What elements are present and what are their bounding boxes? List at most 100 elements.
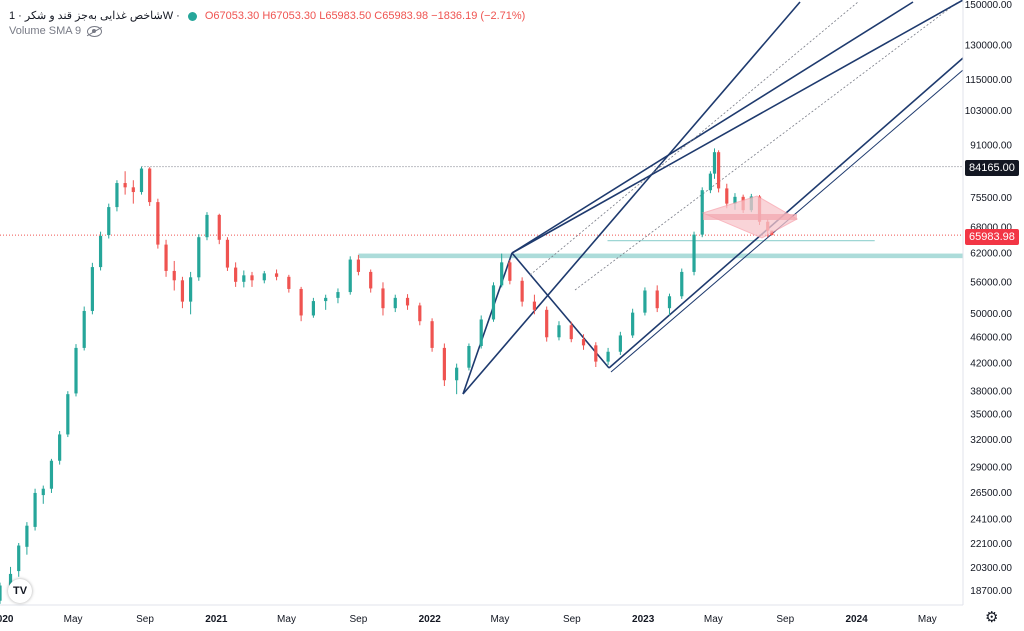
- candle-50: [491, 282, 496, 322]
- y-tick-label-19: 20300.00: [970, 563, 1012, 574]
- candle-12: [98, 231, 103, 271]
- candle-26: [217, 213, 221, 245]
- candle-22: [180, 276, 185, 309]
- candle-body-28: [234, 267, 238, 282]
- candle-body-4: [33, 492, 37, 527]
- candle-55: [545, 306, 549, 342]
- candle-body-27: [225, 239, 230, 268]
- candle-body-57: [569, 325, 573, 340]
- indicator-label: Volume SMA 9: [9, 25, 82, 37]
- candle-63: [643, 287, 647, 316]
- y-tick-label-18: 22100.00: [970, 539, 1012, 550]
- high-value: H67053.30: [262, 10, 317, 22]
- eye-icon[interactable]: [87, 25, 103, 37]
- candle-body-23: [189, 277, 193, 302]
- tradingview-logo[interactable]: TV: [8, 579, 32, 603]
- candle-body-72: [725, 188, 729, 204]
- candle-70: [712, 148, 717, 179]
- price-axis: [963, 0, 1024, 631]
- x-tick-label-1: May: [64, 614, 83, 625]
- candle-body-37: [336, 292, 340, 298]
- y-tick-label-7: 62000.00: [970, 249, 1012, 260]
- candle-60: [606, 347, 610, 365]
- time-axis: [0, 605, 1024, 631]
- candle-body-55: [545, 309, 549, 338]
- candle-38: [348, 256, 352, 295]
- candle-25: [205, 212, 209, 241]
- indicator-legend[interactable]: Volume SMA 9: [9, 25, 103, 37]
- x-tick-label-10: May: [704, 614, 723, 625]
- candle-body-15: [123, 183, 127, 188]
- candle-body-39: [356, 259, 361, 272]
- x-tick-label-3: 2021: [205, 614, 228, 625]
- candle-body-24: [197, 237, 201, 278]
- triangle-pattern[interactable]: [701, 195, 799, 239]
- high-line-price-tag: 84165.00: [965, 160, 1019, 176]
- candle-16: [131, 180, 135, 204]
- open-value: O67053.30: [204, 10, 260, 22]
- y-tick-label-13: 35000.00: [970, 410, 1012, 421]
- candle-body-30: [250, 275, 254, 281]
- candle-33: [287, 274, 291, 293]
- gear-icon[interactable]: ⚙: [985, 609, 999, 626]
- candle-48: [467, 343, 471, 371]
- candle-37: [336, 288, 340, 304]
- candle-72: [725, 183, 729, 209]
- candle-3: [25, 522, 29, 555]
- y-tick-label-15: 29000.00: [970, 463, 1012, 474]
- candle-body-47: [455, 367, 459, 381]
- candle-body-2: [17, 545, 21, 572]
- candle-body-16: [131, 187, 135, 193]
- candle-68: [700, 187, 704, 238]
- candle-body-71: [716, 152, 721, 189]
- candle-body-52: [508, 262, 512, 281]
- candle-body-70: [712, 152, 717, 174]
- market-status-icon: [187, 11, 197, 21]
- candle-30: [250, 271, 254, 287]
- candle-body-38: [348, 259, 352, 293]
- candle-65: [667, 293, 672, 316]
- pitchfork-median-outer: [511, 1, 914, 254]
- candle-body-17: [139, 168, 144, 193]
- x-tick-label-9: 2023: [632, 614, 655, 625]
- candle-body-31: [262, 273, 266, 281]
- y-tick-label-11: 42000.00: [970, 358, 1012, 369]
- candle-body-36: [324, 297, 328, 302]
- symbol-title[interactable]: شاخص غذایی به‌جز قند و شکر · 1W ·: [9, 10, 180, 22]
- candle-body-20: [164, 244, 168, 271]
- candle-35: [311, 297, 315, 318]
- candle-body-51: [500, 262, 504, 286]
- candle-24: [197, 234, 201, 281]
- candle-0: [0, 582, 2, 604]
- candle-body-46: [442, 347, 446, 381]
- candle-body-35: [311, 301, 315, 316]
- y-tick-label-6: 68000.00: [970, 223, 1012, 234]
- pitchfork-drawing[interactable]: [462, 0, 964, 395]
- candle-15: [123, 171, 127, 195]
- candle-body-33: [287, 276, 291, 289]
- candle-34: [299, 286, 303, 322]
- candle-28: [234, 262, 238, 287]
- candle-body-68: [700, 190, 704, 235]
- candle-39: [356, 254, 361, 276]
- candle-2: [17, 542, 21, 577]
- candle-body-6: [49, 460, 54, 489]
- candle-body-40: [369, 271, 373, 289]
- candle-body-48: [467, 345, 471, 368]
- candle-body-60: [606, 351, 610, 362]
- x-tick-label-0: 2020: [0, 614, 14, 625]
- y-tick-label-0: 150000.00: [965, 0, 1013, 11]
- y-tick-label-3: 103000.00: [965, 106, 1013, 117]
- candle-52: [508, 260, 512, 285]
- candle-49: [479, 315, 483, 349]
- candle-41: [381, 282, 385, 316]
- candle-45: [430, 318, 434, 352]
- candle-6: [49, 458, 54, 493]
- candle-59: [594, 342, 598, 368]
- candle-body-0: [0, 585, 2, 601]
- candle-23: [189, 271, 193, 315]
- candle-body-3: [25, 525, 29, 547]
- y-tick-label-5: 75500.00: [970, 193, 1012, 204]
